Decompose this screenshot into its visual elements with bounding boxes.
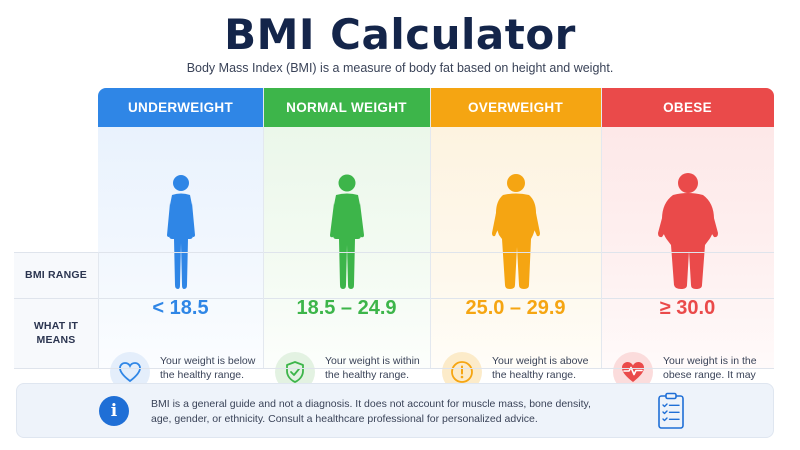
row-divider: [14, 298, 774, 299]
category-header-overweight: OVERWEIGHT: [430, 88, 601, 127]
category-column-underweight: UNDERWEIGHT < 18.5 Your weight is below …: [98, 88, 263, 392]
meaning-text-normal: Your weight is within the healthy range.: [325, 355, 420, 381]
table-bottom-border: [14, 368, 774, 369]
page-title: BMI Calculator: [224, 10, 576, 59]
column-divider: [430, 88, 431, 368]
row-label-what-it-means-2: MEANS: [36, 334, 76, 346]
disclaimer-text: BMI is a general guide and not a diagnos…: [151, 398, 591, 425]
category-header-underweight: UNDERWEIGHT: [98, 88, 263, 127]
clipboard-checklist-icon: [658, 392, 684, 429]
overweight-figure-icon: [491, 174, 540, 289]
bmi-range-underweight: < 18.5: [152, 297, 209, 319]
disclaimer-note: i BMI is a general guide and not a diagn…: [16, 383, 774, 438]
meaning-text-underweight: Your weight is below the healthy range.: [160, 355, 256, 381]
obese-figure-icon: [657, 173, 718, 289]
bmi-range-overweight: 25.0 – 29.9: [465, 297, 566, 319]
category-column-normal: NORMAL WEIGHT 18.5 – 24.9 Your weight is…: [263, 88, 430, 392]
category-header-normal: NORMAL WEIGHT: [263, 88, 430, 127]
category-column-overweight: OVERWEIGHT 25.0 – 29.9 Your weight is ab…: [430, 88, 601, 392]
category-header-obese: OBESE: [601, 88, 774, 127]
normal-weight-figure-icon: [329, 174, 364, 289]
bmi-range-normal: 18.5 – 24.9: [296, 297, 397, 319]
bmi-range-obese: ≥ 30.0: [659, 297, 716, 319]
info-icon: i: [99, 396, 129, 426]
column-divider: [98, 252, 99, 368]
row-divider: [14, 252, 774, 253]
meaning-text-overweight: Your weight is above the healthy range.: [492, 355, 589, 381]
underweight-figure-icon: [166, 175, 195, 289]
column-divider: [263, 88, 264, 368]
row-label-what-it-means-1: WHAT IT: [33, 320, 79, 332]
category-column-obese: OBESE ≥ 30.0 Your weight is in the obese…: [601, 88, 774, 394]
row-label-bmi-range: BMI RANGE: [25, 269, 87, 281]
row-label-column: [14, 252, 98, 368]
page-subtitle: Body Mass Index (BMI) is a measure of bo…: [186, 61, 614, 75]
column-divider: [601, 88, 602, 368]
